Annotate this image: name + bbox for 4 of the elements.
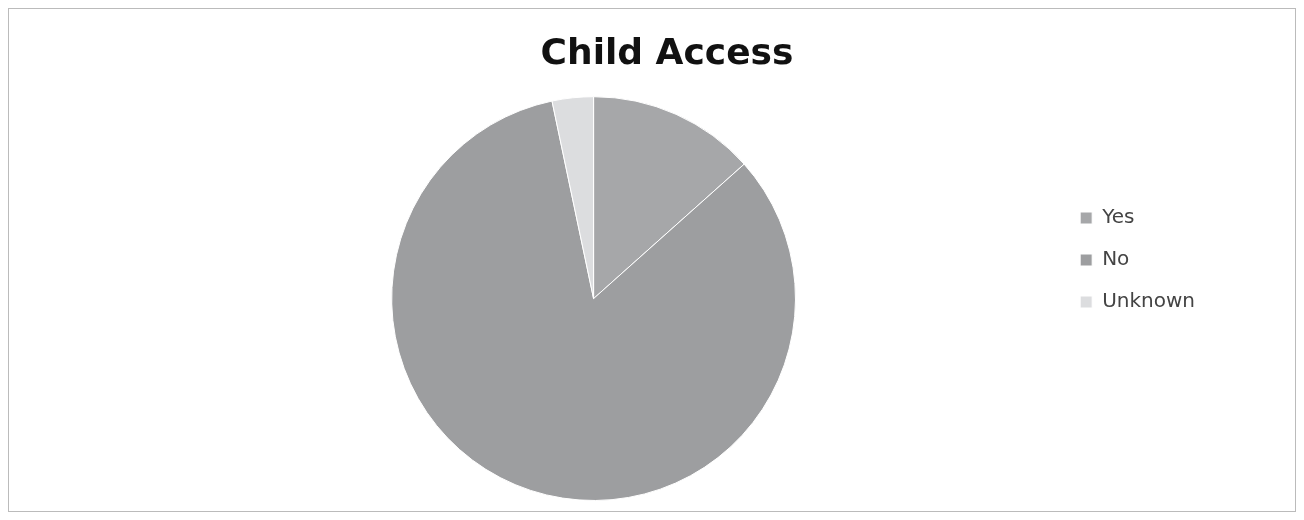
legend-label: Unknown <box>1102 288 1195 313</box>
legend-label: Yes <box>1101 204 1135 229</box>
legend-label: No <box>1102 246 1130 271</box>
chart-title: Child Access <box>540 30 794 72</box>
